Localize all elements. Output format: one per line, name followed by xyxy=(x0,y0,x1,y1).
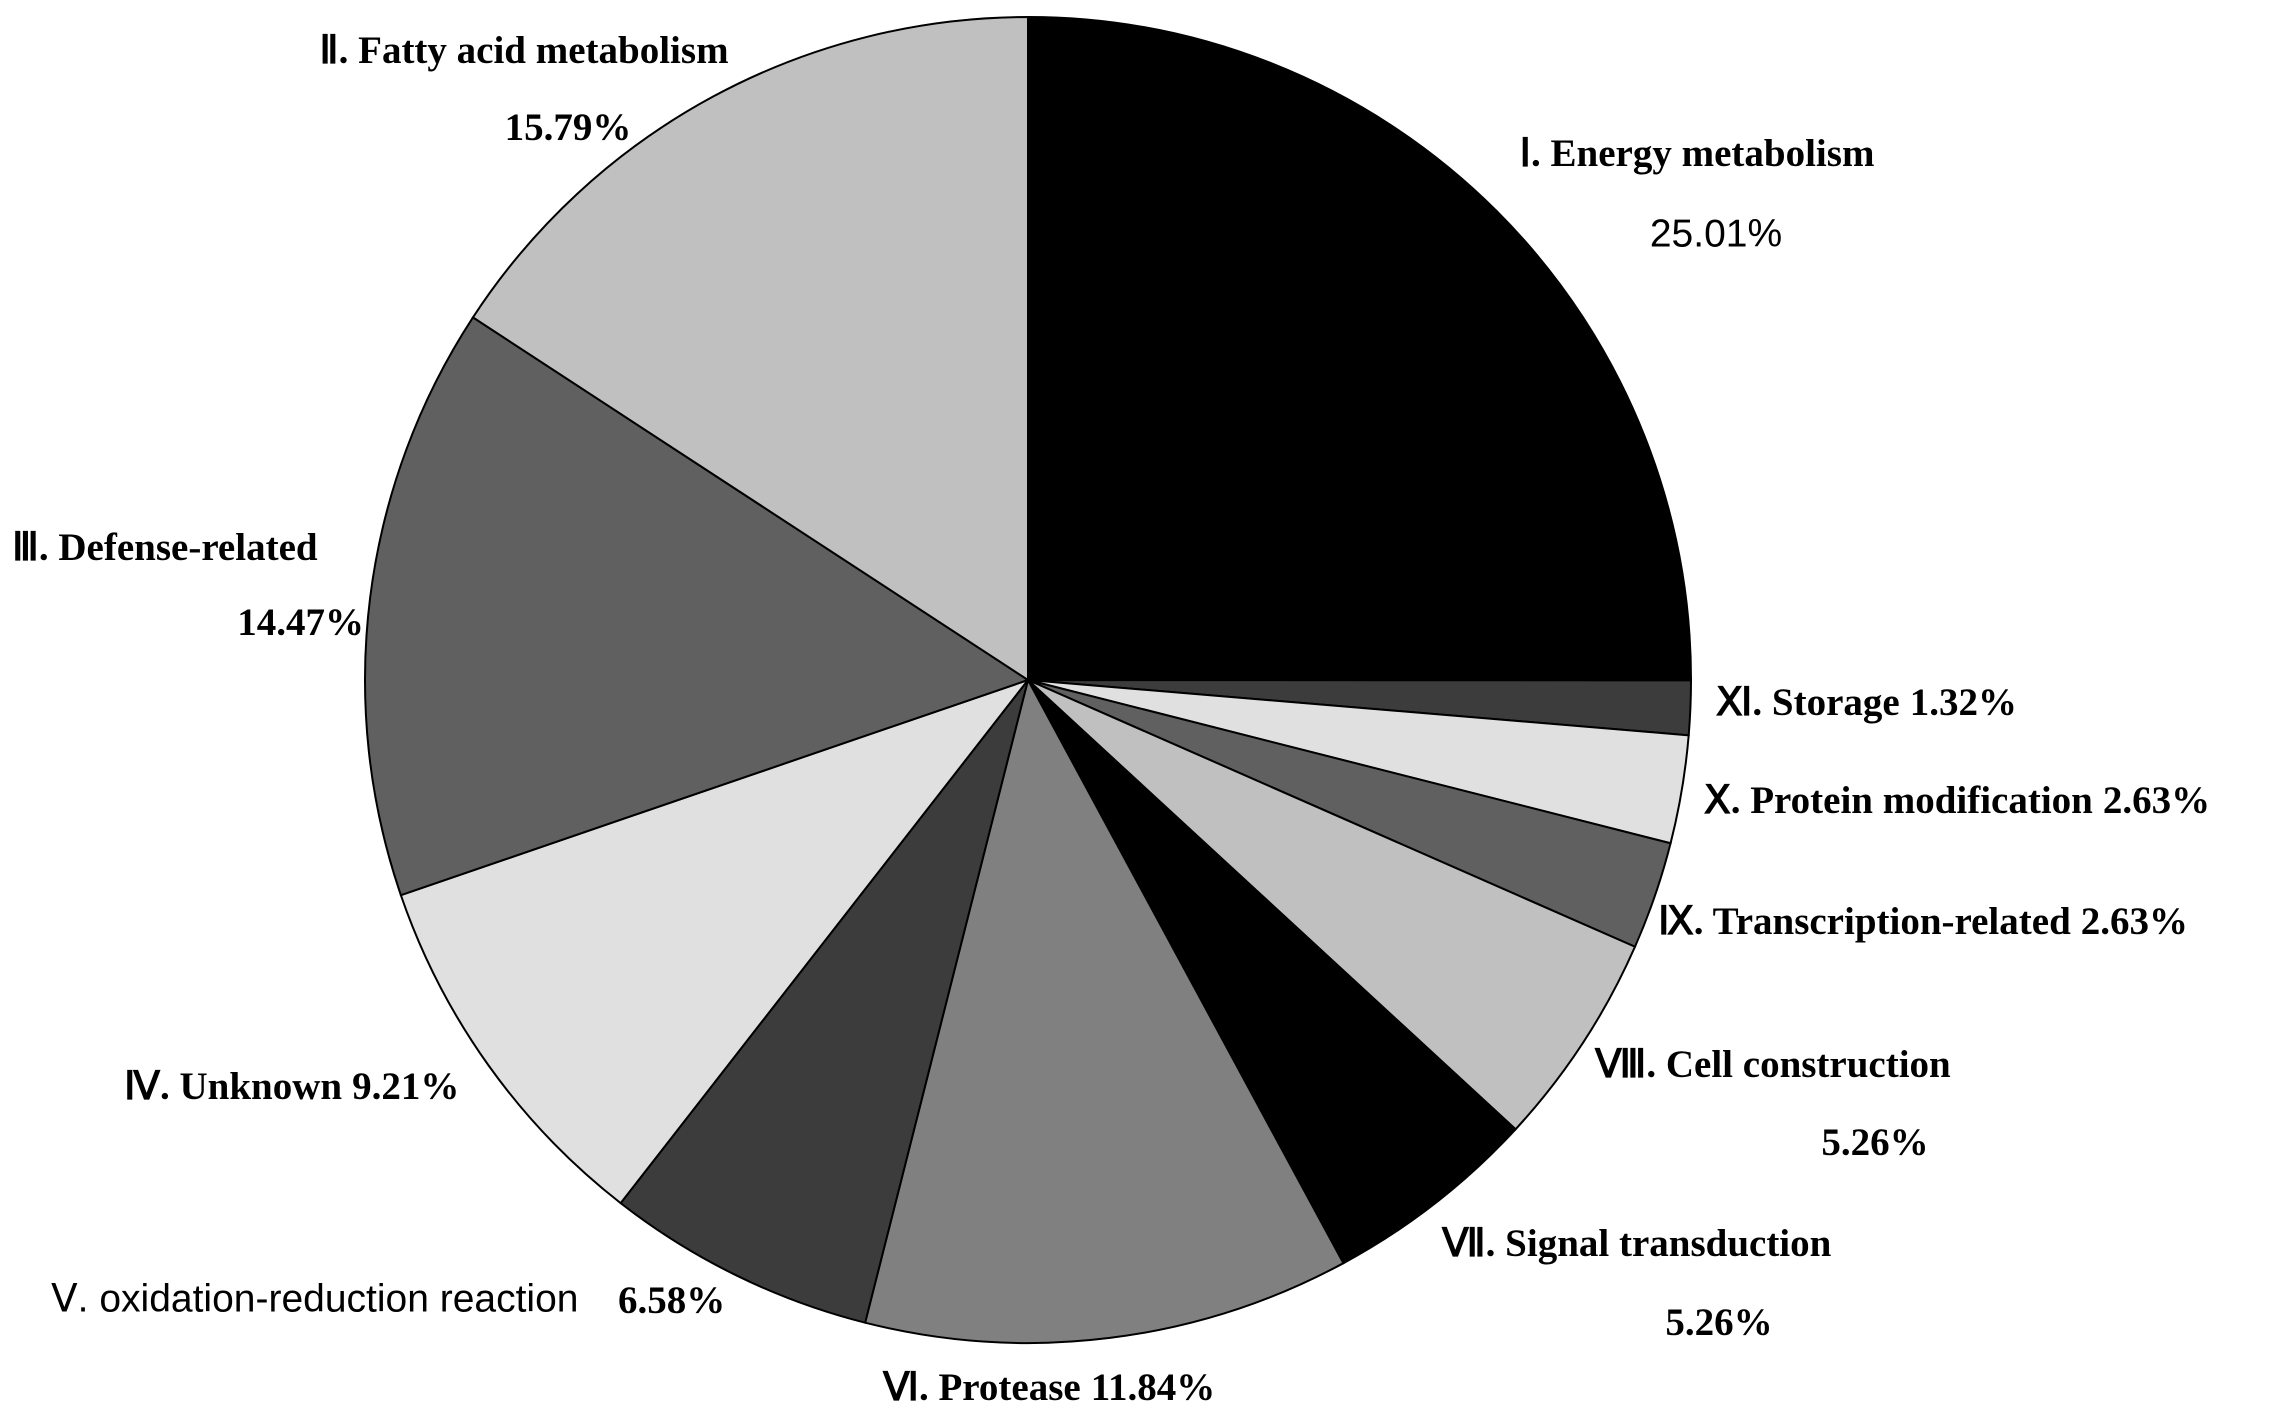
pie-slice xyxy=(1027,679,1637,1131)
slice-label: Ⅴ. oxidation-reduction reaction xyxy=(51,1277,578,1320)
value-label: 14.47% xyxy=(237,601,364,644)
slice-label: Ⅹ. Protein modification 2.63% xyxy=(1703,779,2210,822)
label-name: Ⅳ. Unknown xyxy=(124,1065,342,1108)
pie-slice xyxy=(364,316,1031,897)
value-label: 15.79% xyxy=(505,106,632,149)
value-label: 2.63% xyxy=(2081,900,2188,943)
label-name: Ⅹ. Protein modification xyxy=(1703,779,2093,822)
value-label: 5.26% xyxy=(1665,1301,1772,1344)
value-label: 1.32% xyxy=(1910,681,2017,724)
value-label: 11.84% xyxy=(1091,1366,1216,1409)
pie-slice xyxy=(1027,679,1517,1265)
slice-label: Ⅰ. Energy metabolism xyxy=(1520,132,1875,175)
pie-slice xyxy=(619,679,1029,1324)
value-label: 6.58% xyxy=(618,1279,725,1322)
label-name: Ⅸ. Transcription-related xyxy=(1658,900,2071,943)
value-label: 5.26% xyxy=(1821,1121,1928,1164)
slice-label: Ⅸ. Transcription-related 2.63% xyxy=(1658,900,2188,943)
slice-label: Ⅳ. Unknown 9.21% xyxy=(124,1065,459,1108)
value-label: 9.21% xyxy=(352,1065,459,1108)
slice-label: Ⅶ. Signal transduction xyxy=(1441,1222,1832,1265)
value-label: 25.01% xyxy=(1650,212,1782,255)
label-name: Ⅺ. Storage xyxy=(1715,681,1900,724)
slice-label: Ⅺ. Storage 1.32% xyxy=(1715,681,2017,724)
slice-label: Ⅲ. Defense-related xyxy=(12,526,318,569)
pie-slice xyxy=(399,677,1031,1205)
label-name: Ⅵ. Protease xyxy=(882,1366,1081,1409)
value-label: 2.63% xyxy=(2103,779,2210,822)
slice-label: Ⅱ. Fatty acid metabolism xyxy=(319,29,728,72)
pie-slice xyxy=(863,677,1345,1344)
slice-label: Ⅷ. Cell construction xyxy=(1594,1043,1951,1086)
pie-slice xyxy=(1027,15,1693,682)
pie-slice xyxy=(471,15,1029,682)
slice-label: Ⅵ. Protease 11.84% xyxy=(882,1366,1215,1409)
